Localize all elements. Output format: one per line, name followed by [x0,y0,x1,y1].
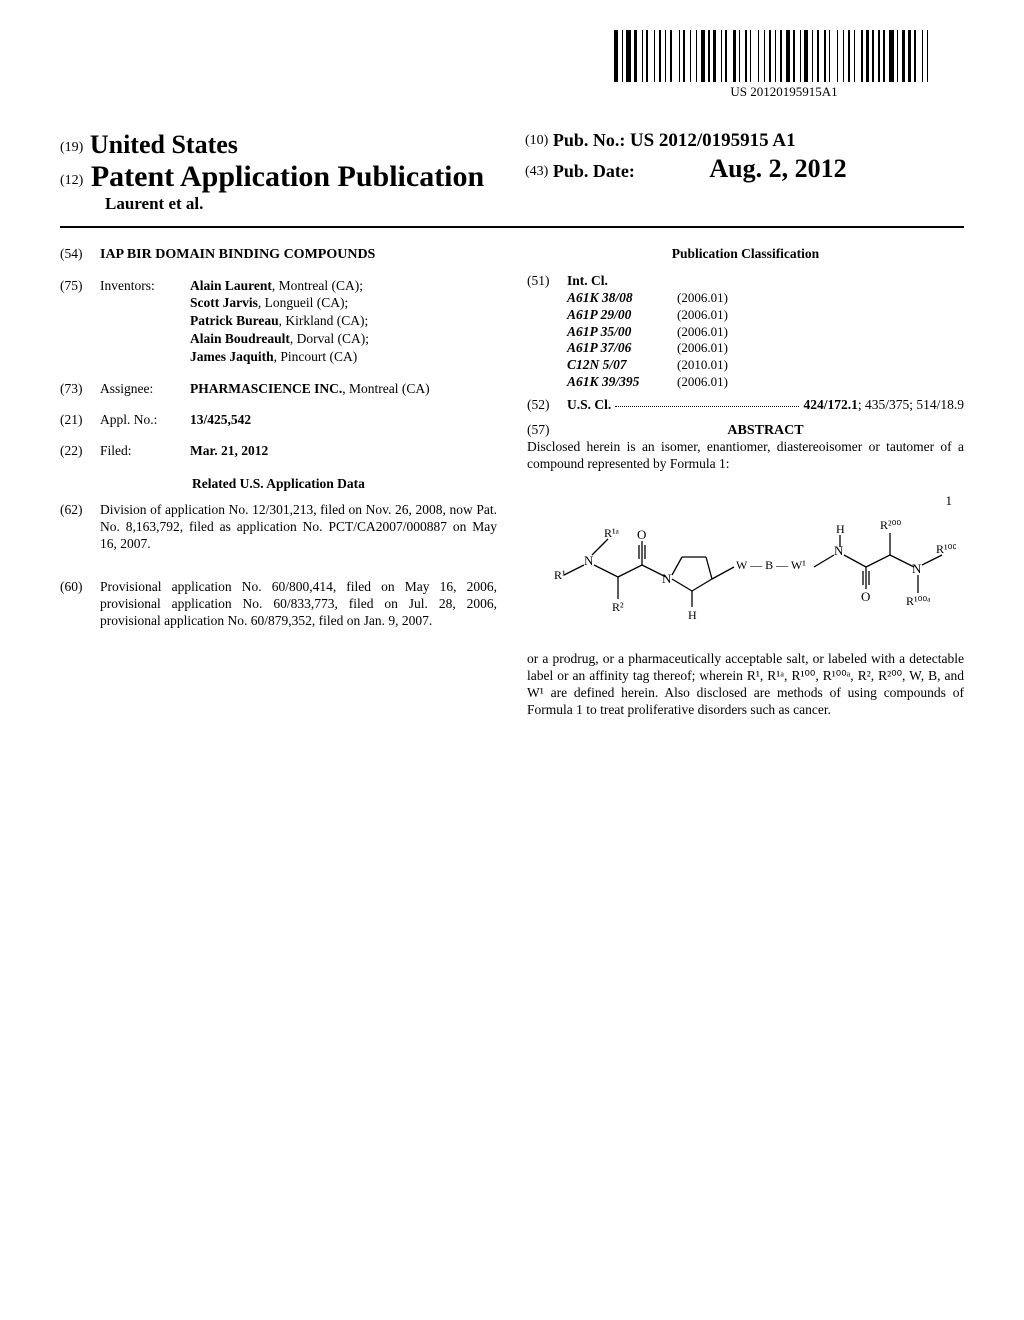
left-column: (54) IAP BIR DOMAIN BINDING COMPOUNDS (7… [60,246,497,729]
body-columns: (54) IAP BIR DOMAIN BINDING COMPOUNDS (7… [60,246,964,729]
uscl-num: (52) [527,397,567,414]
assignee-loc: , Montreal (CA) [342,381,429,396]
title-row: (54) IAP BIR DOMAIN BINDING COMPOUNDS [60,246,497,264]
divider-rule [60,226,964,228]
assignee-num: (73) [60,381,100,398]
barcode-block: US 20120195915A1 [614,30,954,100]
svg-text:R²⁰⁰: R²⁰⁰ [880,518,901,532]
uscl-label: U.S. Cl. [567,397,611,414]
pub-date-line: (43) Pub. Date: Aug. 2, 2012 [525,154,965,184]
pub-info-block: (10) Pub. No.: US 2012/0195915 A1 (43) P… [525,130,965,184]
intcl-entry: A61P 35/00(2006.01) [567,324,964,341]
assignee-label: Assignee: [100,381,190,398]
title-num: (54) [60,246,100,264]
intcl-list: A61K 38/08(2006.01)A61P 29/00(2006.01)A6… [567,290,964,391]
invention-title: IAP BIR DOMAIN BINDING COMPOUNDS [100,246,497,264]
abstract-text-2: or a prodrug, or a pharmaceutically acce… [527,651,964,719]
abstract-header-row: (57) ABSTRACT [527,422,964,440]
filed-row: (22) Filed: Mar. 21, 2012 [60,443,497,460]
abstract-heading: ABSTRACT [567,422,964,440]
filed-num: (22) [60,443,100,460]
intcl-entry: A61K 38/08(2006.01) [567,290,964,307]
svg-text:W — B — W¹: W — B — W¹ [736,558,806,572]
pub-no-label: Pub. No.: [553,130,626,150]
inventor-entry: Scott Jarvis, Longueil (CA); [190,295,497,312]
svg-text:H: H [688,608,697,622]
applno-row: (21) Appl. No.: 13/425,542 [60,412,497,429]
intcl-entry: C12N 5/07(2010.01) [567,357,964,374]
barcode-stripes [614,30,954,82]
svg-text:O: O [861,589,870,604]
applno-num: (21) [60,412,100,429]
formula-number: 1 [946,493,953,509]
related-60-num: (60) [60,579,100,642]
intcl-label: Int. Cl. [567,273,964,290]
inventors-row: (75) Inventors: Alain Laurent, Montreal … [60,278,497,367]
filed-label: Filed: [100,443,190,460]
svg-text:N: N [662,571,672,586]
assignee-value: PHARMASCIENCE INC., Montreal (CA) [190,381,497,398]
uscl-dots [615,397,799,407]
inventor-entry: Patrick Bureau, Kirkland (CA); [190,313,497,330]
pub-no-value: US 2012/0195915 A1 [630,130,796,151]
svg-text:R¹ᵃ: R¹ᵃ [604,526,620,540]
country-name: United States [90,130,238,159]
uscl-row: (52) U.S. Cl. 424/172.1; 435/375; 514/18… [527,397,964,414]
abstract-text-1: Disclosed herein is an isomer, enantiome… [527,439,964,473]
intcl-row: (51) Int. Cl. A61K 38/08(2006.01)A61P 29… [527,273,964,391]
related-62-row: (62) Division of application No. 12/301,… [60,502,497,565]
inventors-label: Inventors: [100,278,190,367]
related-60-row: (60) Provisional application No. 60/800,… [60,579,497,642]
pub-no-line: (10) Pub. No.: US 2012/0195915 A1 [525,130,965,152]
uscl-value: 424/172.1; 435/375; 514/18.9 [803,397,964,414]
chemical-formula: 1 R¹ N R¹ᵃ O [527,497,964,627]
assignee-row: (73) Assignee: PHARMASCIENCE INC., Montr… [60,381,497,398]
related-62-text: Division of application No. 12/301,213, … [100,502,497,553]
inventors-num: (75) [60,278,100,367]
svg-text:N: N [912,561,922,576]
svg-text:R¹⁰⁰: R¹⁰⁰ [936,542,956,556]
inventors-list: Alain Laurent, Montreal (CA);Scott Jarvi… [190,278,497,367]
svg-text:O: O [637,527,646,542]
intcl-entry: A61P 37/06(2006.01) [567,340,964,357]
intcl-block: Int. Cl. A61K 38/08(2006.01)A61P 29/00(2… [567,273,964,391]
svg-text:H: H [836,522,845,536]
related-60-text: Provisional application No. 60/800,414, … [100,579,497,630]
intcl-entry: A61K 39/395(2006.01) [567,374,964,391]
prefix-10: (10) [525,133,548,148]
formula-svg: R¹ N R¹ᵃ O N [536,497,956,627]
pub-date-value: Aug. 2, 2012 [709,154,846,183]
applno-label: Appl. No.: [100,412,190,429]
intcl-num: (51) [527,273,567,391]
right-column: Publication Classification (51) Int. Cl.… [527,246,964,729]
inventor-entry: Alain Laurent, Montreal (CA); [190,278,497,295]
svg-text:R¹⁰⁰ᵃ: R¹⁰⁰ᵃ [906,594,931,608]
svg-text:R¹: R¹ [554,568,566,582]
filed-value: Mar. 21, 2012 [190,443,497,460]
barcode-number: US 20120195915A1 [614,84,954,100]
related-heading: Related U.S. Application Data [60,476,497,493]
header-authors: Laurent et al. [105,194,964,214]
svg-text:N: N [834,543,844,558]
related-62-num: (62) [60,502,100,565]
prefix-19: (19) [60,140,83,155]
prefix-12: (12) [60,173,83,188]
prefix-43: (43) [525,164,548,179]
inventor-entry: James Jaquith, Pincourt (CA) [190,349,497,366]
doc-type: Patent Application Publication [91,160,484,193]
inventor-entry: Alain Boudreault, Dorval (CA); [190,331,497,348]
svg-text:R²: R² [612,600,624,614]
assignee-name: PHARMASCIENCE INC. [190,381,342,396]
abstract-num: (57) [527,422,567,439]
intcl-entry: A61P 29/00(2006.01) [567,307,964,324]
pub-date-label: Pub. Date: [553,161,635,181]
applno-value: 13/425,542 [190,412,497,429]
classification-heading: Publication Classification [527,246,964,263]
